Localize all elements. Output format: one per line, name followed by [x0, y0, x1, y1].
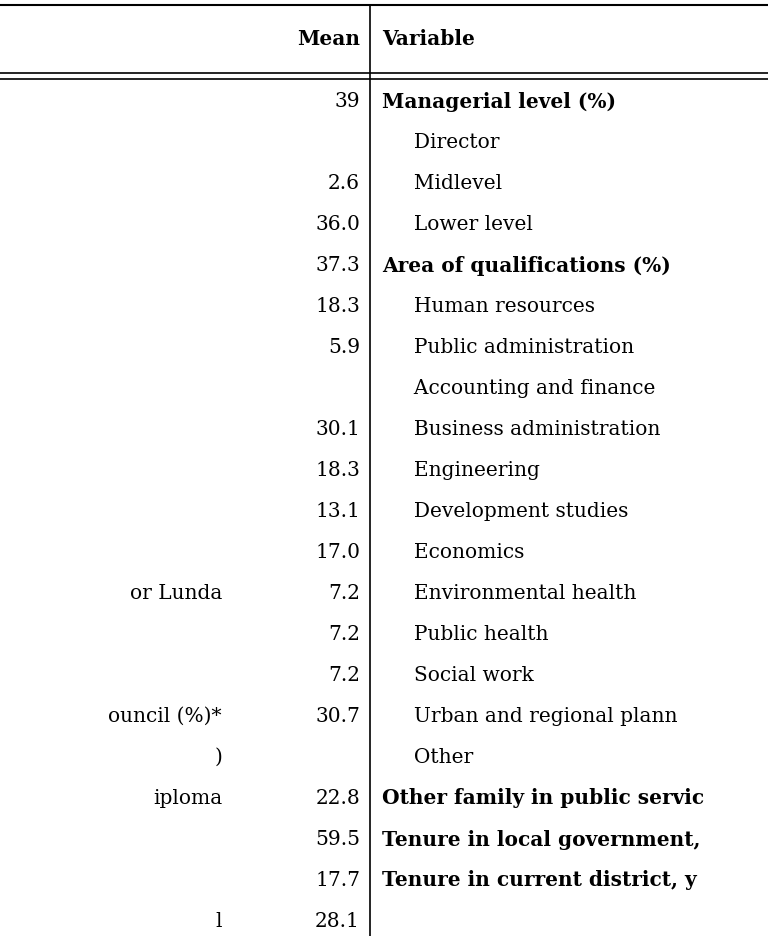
Text: Midlevel: Midlevel [382, 174, 502, 193]
Text: Variable: Variable [382, 29, 475, 49]
Text: 17.7: 17.7 [315, 871, 360, 890]
Text: 18.3: 18.3 [315, 297, 360, 316]
Text: 7.2: 7.2 [328, 584, 360, 603]
Text: 2.6: 2.6 [328, 174, 360, 193]
Text: 5.9: 5.9 [328, 338, 360, 357]
Text: Lower level: Lower level [382, 215, 533, 234]
Text: 36.0: 36.0 [315, 215, 360, 234]
Text: Mean: Mean [297, 29, 360, 49]
Text: ouncil (%)*: ouncil (%)* [108, 707, 222, 726]
Text: Engineering: Engineering [382, 461, 540, 480]
Text: 18.3: 18.3 [315, 461, 360, 480]
Text: 17.0: 17.0 [315, 543, 360, 562]
Text: 59.5: 59.5 [315, 830, 360, 849]
Text: Area of qualifications (%): Area of qualifications (%) [382, 256, 670, 275]
Text: Social work: Social work [382, 666, 534, 685]
Text: 28.1: 28.1 [315, 912, 360, 931]
Text: or Lunda: or Lunda [130, 584, 222, 603]
Text: Business administration: Business administration [382, 420, 660, 439]
Text: 37.3: 37.3 [315, 256, 360, 275]
Text: Tenure in local government,: Tenure in local government, [382, 829, 700, 850]
Text: Public health: Public health [382, 625, 548, 644]
Text: 13.1: 13.1 [315, 502, 360, 521]
Text: Human resources: Human resources [382, 297, 595, 316]
Text: Economics: Economics [382, 543, 525, 562]
Text: Environmental health: Environmental health [382, 584, 637, 603]
Text: iploma: iploma [153, 789, 222, 808]
Text: 39: 39 [334, 92, 360, 111]
Text: Other family in public servic: Other family in public servic [382, 788, 704, 809]
Text: Director: Director [382, 133, 499, 152]
Text: 22.8: 22.8 [315, 789, 360, 808]
Text: Urban and regional plann: Urban and regional plann [382, 707, 677, 726]
Text: Managerial level (%): Managerial level (%) [382, 92, 616, 111]
Text: Tenure in current district, y: Tenure in current district, y [382, 870, 697, 890]
Text: 30.1: 30.1 [315, 420, 360, 439]
Text: 30.7: 30.7 [315, 707, 360, 726]
Text: Accounting and finance: Accounting and finance [382, 379, 655, 398]
Text: 7.2: 7.2 [328, 666, 360, 685]
Text: ): ) [214, 748, 222, 767]
Text: 7.2: 7.2 [328, 625, 360, 644]
Text: Other: Other [382, 748, 473, 767]
Text: l: l [216, 912, 222, 931]
Text: Development studies: Development studies [382, 502, 628, 521]
Text: Public administration: Public administration [382, 338, 634, 357]
